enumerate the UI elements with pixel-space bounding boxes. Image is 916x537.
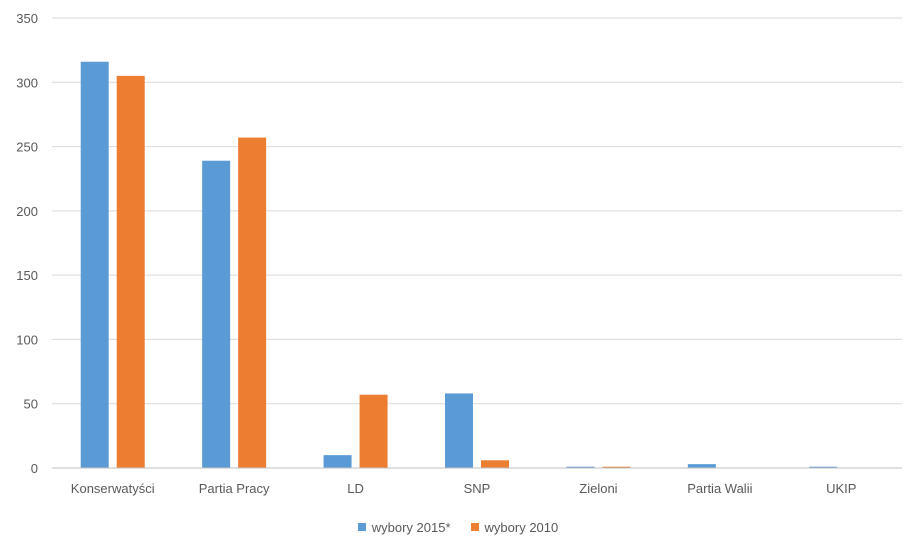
y-tick-label: 300 xyxy=(16,75,38,90)
y-tick-label: 350 xyxy=(16,11,38,26)
legend-item-series-1: wybory 2015* xyxy=(357,519,451,535)
bar-series-2 xyxy=(116,75,145,468)
bar-series-1 xyxy=(202,160,231,468)
y-tick-label: 200 xyxy=(16,204,38,219)
x-tick-label: Partia Walii xyxy=(687,481,752,496)
x-tick-label: Partia Pracy xyxy=(199,481,270,496)
bar-series-1 xyxy=(323,455,352,468)
x-tick-label: LD xyxy=(347,481,364,496)
legend-label-series-2: wybory 2010 xyxy=(484,519,559,535)
y-tick-label: 150 xyxy=(16,268,38,283)
bar-series-2 xyxy=(481,460,509,468)
bar-series-1 xyxy=(566,466,595,468)
x-tick-label: SNP xyxy=(464,481,491,496)
bar-series-2 xyxy=(238,137,267,469)
x-tick-label: Zieloni xyxy=(579,481,617,496)
bar-series-1 xyxy=(687,464,716,468)
y-tick-label: 50 xyxy=(24,397,38,412)
legend-swatch-series-2 xyxy=(470,523,479,531)
bar-series-1 xyxy=(80,61,109,468)
y-tick-label: 250 xyxy=(16,140,38,155)
bar-series-1 xyxy=(809,466,838,468)
x-tick-label: UKIP xyxy=(826,481,856,496)
legend-label-series-1: wybory 2015* xyxy=(371,519,451,535)
y-tick-label: 0 xyxy=(31,461,38,476)
bar-series-1 xyxy=(445,393,473,468)
bar-series-2 xyxy=(359,394,388,468)
legend-swatch-series-1 xyxy=(357,523,366,531)
x-tick-label: Konserwatyści xyxy=(71,481,155,496)
bar-chart-plot: 0 50 100 150 200 250 300 350 Konserwatyści Partia… xyxy=(16,11,902,496)
legend-item-series-2: wybory 2010 xyxy=(470,519,559,535)
y-tick-label: 100 xyxy=(16,332,38,347)
bar-series-2 xyxy=(602,466,631,468)
legend: wybory 2015* wybory 2010 xyxy=(0,519,916,535)
